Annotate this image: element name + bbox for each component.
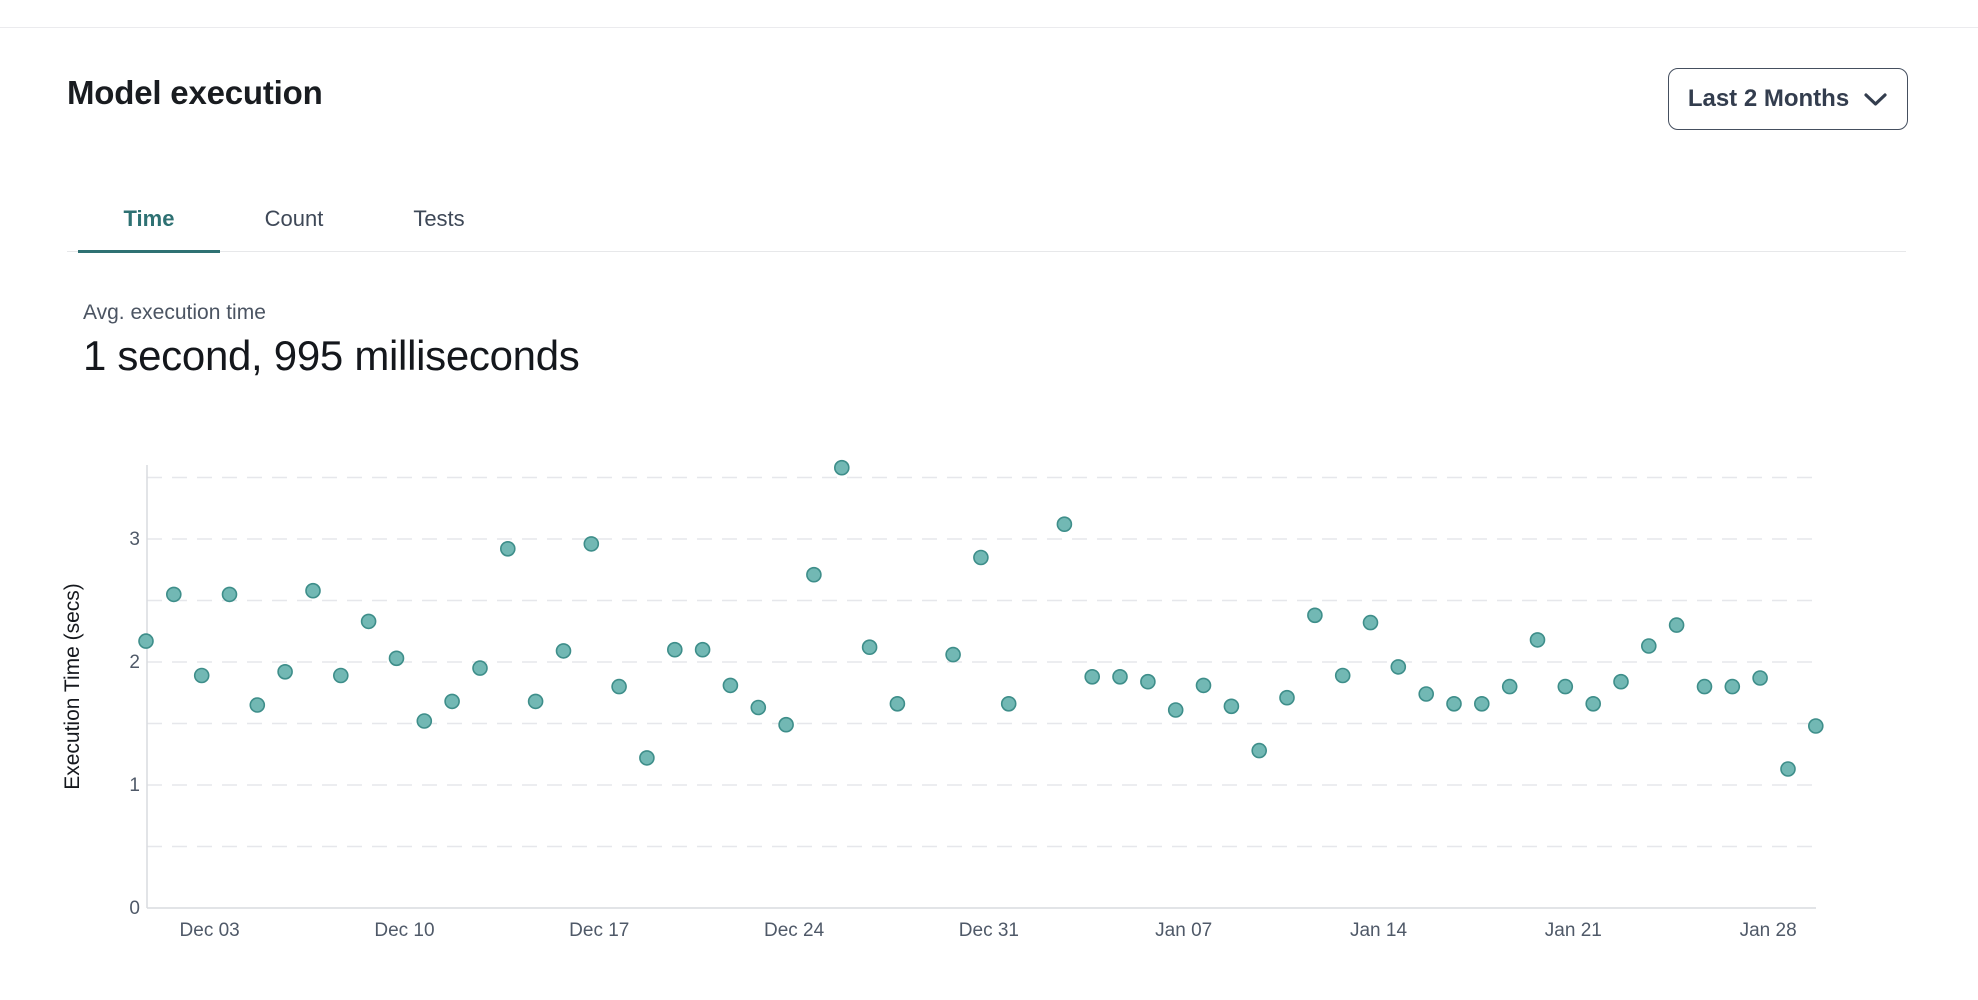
page-title: Model execution — [67, 74, 323, 111]
tab-bar: Time Count Tests — [67, 186, 1906, 253]
scatter-point[interactable] — [973, 549, 989, 566]
scatter-point[interactable] — [945, 646, 961, 663]
scatter-point[interactable] — [472, 660, 488, 676]
scatter-point[interactable] — [193, 667, 210, 684]
scatter-point[interactable] — [861, 639, 878, 656]
scatter-point[interactable] — [1529, 632, 1546, 648]
scatter-point[interactable] — [1418, 686, 1434, 702]
x-tick-label: Jan 28 — [1740, 920, 1797, 941]
scatter-point[interactable] — [499, 540, 516, 557]
scatter-point[interactable] — [1279, 689, 1295, 706]
x-tick-label: Jan 07 — [1155, 920, 1212, 941]
date-range-dropdown[interactable]: Last 2 Months — [1668, 68, 1908, 130]
tab-time[interactable]: Time — [78, 186, 220, 253]
x-tick-label: Dec 10 — [374, 920, 434, 941]
scatter-point[interactable] — [1724, 678, 1741, 695]
y-tick-label: 0 — [129, 898, 140, 919]
scatter-point[interactable] — [750, 699, 767, 716]
scatter-point[interactable] — [221, 586, 238, 603]
scatter-point[interactable] — [583, 536, 600, 552]
scatter-point[interactable] — [527, 693, 544, 710]
scatter-point[interactable] — [1585, 695, 1601, 712]
scatter-point[interactable] — [1334, 667, 1351, 684]
scatter-point[interactable] — [1223, 698, 1240, 715]
y-tick-label: 2 — [129, 652, 140, 673]
scatter-point[interactable] — [277, 663, 293, 680]
scatter-point[interactable] — [1752, 670, 1768, 686]
scatter-point[interactable] — [444, 693, 460, 710]
scatter-point[interactable] — [1112, 668, 1128, 685]
scatter-point[interactable] — [722, 677, 739, 694]
metric-label: Avg. execution time — [83, 301, 266, 324]
scatter-point[interactable] — [1390, 659, 1407, 675]
scatter-point[interactable] — [1167, 702, 1184, 718]
scatter-point[interactable] — [1084, 668, 1100, 685]
scatter-point[interactable] — [611, 678, 627, 695]
x-tick-label: Dec 31 — [959, 920, 1019, 941]
scatter-point[interactable] — [694, 641, 711, 658]
x-tick-label: Jan 14 — [1350, 920, 1407, 941]
scatter-point[interactable] — [416, 713, 433, 729]
scatter-point[interactable] — [332, 667, 349, 684]
x-tick-label: Jan 21 — [1545, 920, 1602, 941]
scatter-point[interactable] — [1557, 678, 1574, 695]
scatter-point[interactable] — [1307, 607, 1323, 624]
scatter-point[interactable] — [778, 716, 794, 733]
tab-count-label: Count — [264, 205, 324, 231]
scatter-point[interactable] — [1613, 673, 1629, 690]
scatter-point[interactable] — [360, 613, 377, 630]
date-range-value: Last 2 Months — [1687, 85, 1850, 112]
y-tick-label: 1 — [129, 775, 140, 796]
metric-value: 1 second, 995 milliseconds — [83, 332, 580, 379]
chevron-down-icon — [1863, 92, 1888, 107]
scatter-point[interactable] — [388, 650, 405, 667]
scatter-point[interactable] — [1140, 673, 1156, 690]
scatter-point[interactable] — [666, 641, 683, 658]
x-tick-label: Dec 24 — [764, 920, 825, 941]
scatter-point[interactable] — [1696, 678, 1713, 695]
scatter-point[interactable] — [806, 566, 822, 583]
x-tick-label: Dec 17 — [569, 920, 629, 941]
avg-execution-metric: Avg. execution time 1 second, 995 millis… — [83, 301, 580, 380]
scatter-point[interactable] — [305, 582, 321, 599]
scatter-point[interactable] — [639, 750, 655, 766]
scatter-point[interactable] — [1195, 677, 1212, 694]
scatter-point[interactable] — [1641, 638, 1657, 654]
scatter-point[interactable] — [1668, 617, 1685, 633]
tab-tests-label: Tests — [413, 205, 465, 231]
scatter-point[interactable] — [1474, 695, 1490, 712]
scatter-point[interactable] — [889, 695, 906, 712]
tab-count[interactable]: Count — [223, 186, 365, 251]
scatter-point[interactable] — [249, 697, 266, 713]
tab-time-label: Time — [123, 205, 175, 231]
scatter-point[interactable] — [1808, 718, 1824, 734]
scatter-point[interactable] — [1362, 614, 1379, 631]
tab-tests[interactable]: Tests — [368, 186, 510, 251]
top-divider — [0, 27, 1978, 28]
scatter-point[interactable] — [166, 586, 182, 603]
scatter-point[interactable] — [1056, 516, 1073, 533]
scatter-point[interactable] — [1780, 761, 1796, 777]
x-tick-label: Dec 03 — [180, 920, 240, 941]
scatter-point[interactable] — [833, 459, 850, 476]
scatter-point[interactable] — [1000, 695, 1017, 712]
scatter-point[interactable] — [555, 643, 572, 659]
scatter-point[interactable] — [138, 633, 154, 649]
y-tick-label: 3 — [129, 529, 140, 550]
scatter-point[interactable] — [1251, 742, 1267, 759]
scatter-point[interactable] — [1501, 678, 1518, 695]
y-axis-title: Execution Time (secs) — [61, 583, 84, 790]
scatter-point[interactable] — [1446, 695, 1462, 712]
